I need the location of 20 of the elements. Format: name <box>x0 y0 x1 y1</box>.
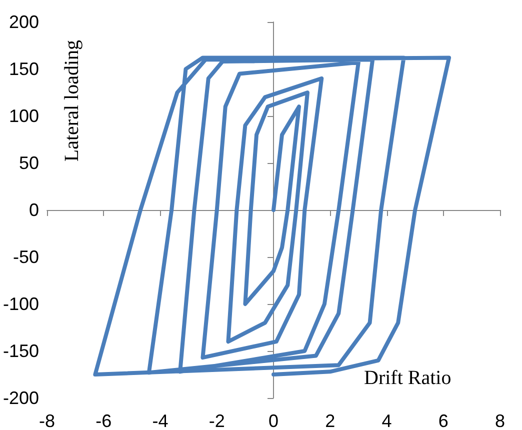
y-tick-label: -50 <box>13 247 40 267</box>
y-axis-title: Lateral loading <box>61 40 83 162</box>
x-tick-label: -6 <box>96 411 112 430</box>
x-axis-title: Drift Ratio <box>364 367 452 389</box>
y-tick-label: 150 <box>8 59 40 79</box>
x-tick-label: -8 <box>39 411 56 430</box>
x-tick-label: 0 <box>268 411 279 430</box>
y-tick-label: -150 <box>2 341 40 361</box>
y-tick-label: 50 <box>18 153 40 173</box>
x-tick-label: -4 <box>152 411 168 430</box>
x-tick-label: 4 <box>382 411 392 430</box>
y-tick-label: -100 <box>2 294 40 314</box>
y-tick-label: 100 <box>8 106 40 126</box>
y-tick-label: 200 <box>8 12 40 32</box>
y-tick-label: -200 <box>2 388 40 408</box>
x-tick-label: 8 <box>494 411 506 430</box>
y-tick-label: 0 <box>29 200 40 220</box>
x-tick-label: -2 <box>208 411 225 430</box>
x-tick-label: 6 <box>438 411 448 430</box>
x-tick-label: 2 <box>325 411 336 430</box>
